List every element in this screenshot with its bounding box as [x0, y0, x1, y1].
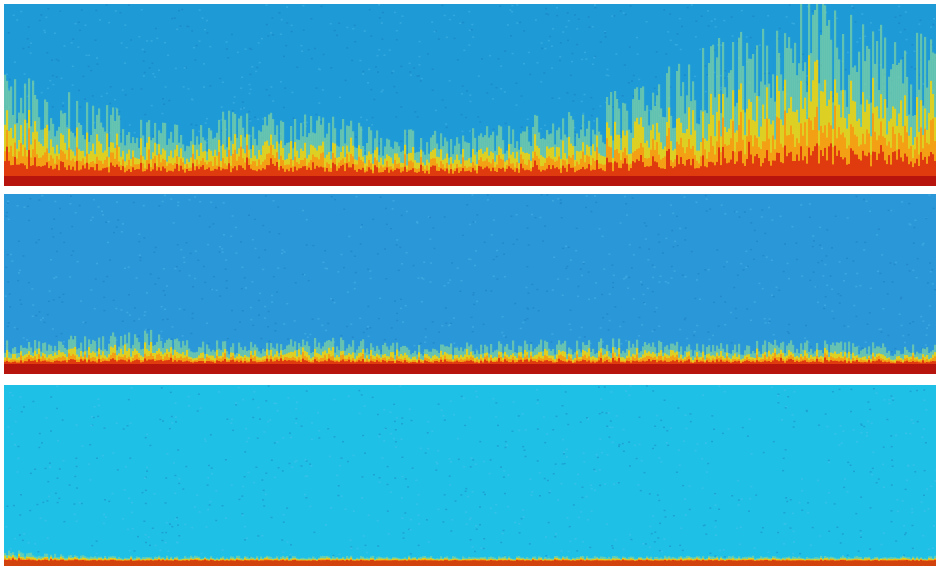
spectrogram-top-image: [4, 4, 936, 186]
energy-streaks: [4, 550, 936, 561]
spectrogram-panel-bottom: [4, 385, 936, 566]
energy-streaks: [4, 329, 936, 364]
spectrogram-panel-top: [4, 4, 936, 186]
spectrogram-panel-middle: [4, 194, 936, 374]
noise-texture: [5, 385, 936, 563]
baseline-band: [4, 364, 936, 374]
baseline-band: [4, 176, 936, 186]
spectrogram-bottom-image: [4, 385, 936, 566]
baseline-band: [4, 561, 936, 566]
spectrogram-background: [4, 385, 936, 566]
spectrogram-middle-image: [4, 194, 936, 374]
energy-streaks: [4, 4, 936, 177]
